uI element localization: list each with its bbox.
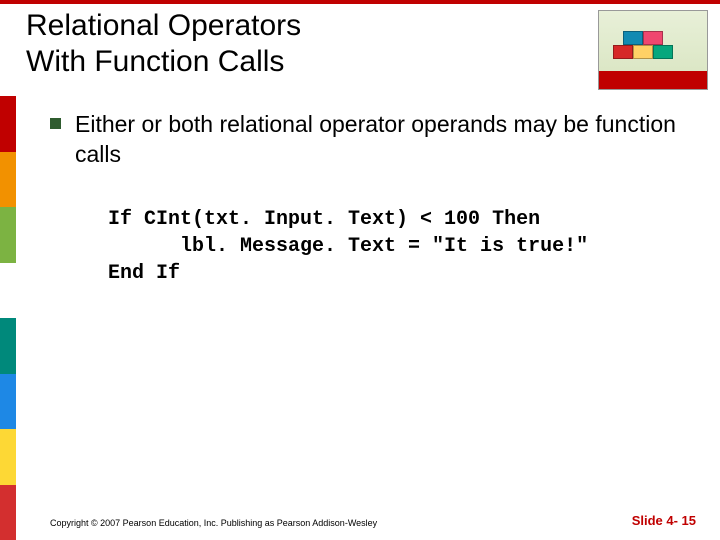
stripe [0,318,16,374]
side-color-stripes [0,96,16,540]
square-bullet-icon [50,118,61,129]
slide-number: Slide 4- 15 [632,513,696,528]
stripe [0,263,16,319]
stripe [0,96,16,152]
slide-title: Relational Operators With Function Calls [26,8,580,80]
bullet-item: Either or both relational operator opera… [50,110,690,170]
copyright-text: Copyright © 2007 Pearson Education, Inc.… [50,518,377,528]
stripe [0,207,16,263]
slide-footer: Copyright © 2007 Pearson Education, Inc.… [50,513,696,528]
stripe [0,429,16,485]
top-accent-bar [0,0,720,4]
code-line-1: If CInt(txt. Input. Text) < 100 Then [108,208,540,231]
slide-content: Either or both relational operator opera… [50,110,690,287]
lego-blocks-icon [613,21,683,61]
stripe [0,374,16,430]
bullet-text: Either or both relational operator opera… [75,110,690,170]
stripe [0,485,16,540]
code-example: If CInt(txt. Input. Text) < 100 Then lbl… [108,206,690,287]
code-line-2: lbl. Message. Text = "It is true!" [108,235,588,258]
title-line-1: Relational Operators [26,9,301,42]
book-cover-strip [599,71,707,89]
stripe [0,152,16,208]
code-line-3: End If [108,262,180,285]
title-line-2: With Function Calls [26,45,284,78]
book-cover-thumbnail [598,10,708,90]
